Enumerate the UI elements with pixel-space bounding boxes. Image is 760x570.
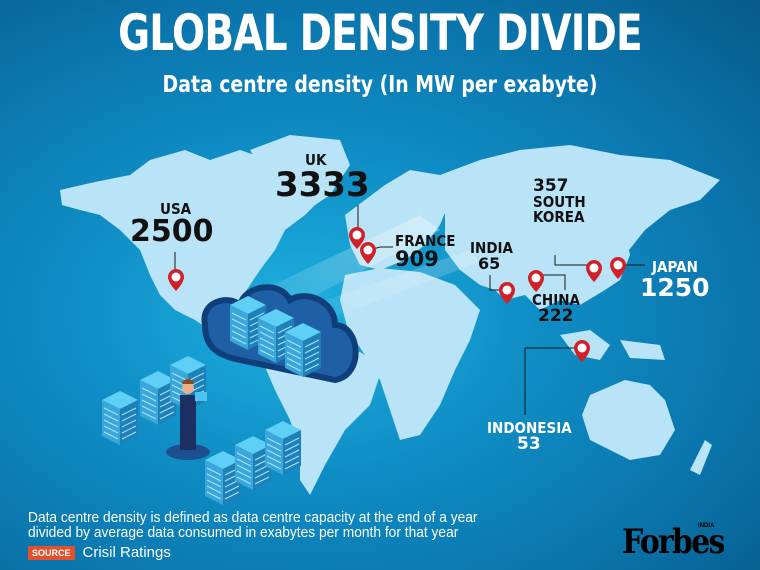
cloud-illustration	[201, 284, 359, 384]
value-label: 3333	[275, 165, 370, 205]
country-label: UK	[305, 151, 327, 169]
country-label: FRANCE	[395, 232, 456, 250]
country-label: CHINA	[532, 291, 580, 309]
marker-uk: UK 3333	[275, 151, 370, 203]
forbes-edition: INDIA	[698, 523, 715, 529]
note-line-1: Data centre density is defined as data c…	[28, 510, 478, 526]
person-illustration	[166, 379, 210, 460]
value-label: 2500	[130, 214, 214, 249]
chart-title: GLOBAL DENSITY DIVIDE	[118, 4, 643, 62]
continents	[60, 135, 720, 495]
note-line-2: divided by average data consumed in exab…	[28, 525, 459, 541]
country-label-line2: KOREA	[533, 208, 585, 226]
country-label: JAPAN	[652, 258, 698, 276]
value-label: 357	[533, 176, 569, 196]
value-label: 909	[395, 247, 439, 271]
marker-usa: USA 2500	[130, 200, 214, 247]
marker-china: CHINA 222	[532, 293, 585, 325]
country-label: INDIA	[470, 239, 514, 257]
source-row: SOURCE Crisil Ratings	[28, 544, 171, 561]
forbes-logo: Forbes	[622, 522, 725, 562]
value-label: 1250	[640, 273, 710, 302]
source-badge: SOURCE	[28, 545, 75, 560]
marker-indonesia: INDONESIA 53	[487, 421, 581, 453]
country-label: USA	[160, 200, 192, 218]
marker-france: FRANCE 909	[395, 234, 462, 270]
definition-note: Data centre density is defined as data c…	[28, 511, 477, 541]
marker-south-korea: 357 SOUTH KOREA	[533, 178, 592, 225]
value-label: 65	[478, 254, 501, 273]
chart-subtitle: Data centre density (In MW per exabyte)	[162, 72, 598, 98]
country-label: INDONESIA	[487, 419, 572, 437]
value-label: 53	[517, 434, 541, 454]
marker-japan: JAPAN 1250	[640, 258, 710, 301]
country-label-line1: SOUTH	[533, 193, 586, 211]
source-name: Crisil Ratings	[82, 544, 171, 561]
value-label: 222	[538, 306, 574, 326]
marker-india: INDIA 65	[470, 241, 518, 272]
